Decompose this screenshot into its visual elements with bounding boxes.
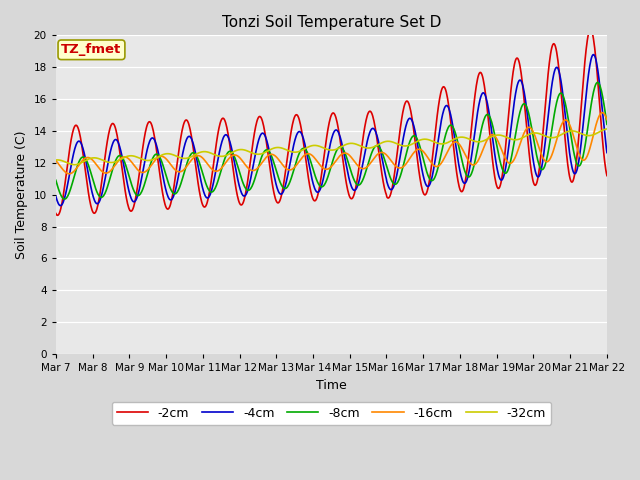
-16cm <box>52 158 60 164</box>
-16cm <box>196 153 204 159</box>
-2cm <box>468 125 476 131</box>
-32cm <box>603 126 611 132</box>
-4cm <box>528 150 536 156</box>
-8cm <box>61 196 68 202</box>
-2cm <box>288 125 296 131</box>
-2cm <box>54 213 61 218</box>
Title: Tonzi Soil Temperature Set D: Tonzi Soil Temperature Set D <box>221 15 441 30</box>
-4cm <box>603 150 611 156</box>
Line: -8cm: -8cm <box>56 83 607 199</box>
-4cm <box>196 173 204 179</box>
-2cm <box>52 211 60 216</box>
Line: -2cm: -2cm <box>56 29 607 216</box>
-4cm <box>589 52 597 58</box>
-2cm <box>528 174 536 180</box>
-32cm <box>445 139 452 145</box>
Text: TZ_fmet: TZ_fmet <box>61 43 122 56</box>
-32cm <box>113 158 120 164</box>
-8cm <box>445 124 452 130</box>
-4cm <box>113 137 120 143</box>
-4cm <box>57 203 65 208</box>
-2cm <box>113 130 120 135</box>
-32cm <box>196 150 204 156</box>
-32cm <box>528 131 536 136</box>
Line: -32cm: -32cm <box>56 129 607 165</box>
-16cm <box>598 110 606 116</box>
-16cm <box>468 161 476 167</box>
-8cm <box>288 173 296 179</box>
-2cm <box>603 173 611 179</box>
-16cm <box>445 146 452 152</box>
-8cm <box>113 156 120 162</box>
-8cm <box>52 178 60 183</box>
-16cm <box>528 127 536 133</box>
-2cm <box>196 191 204 197</box>
-2cm <box>445 103 452 109</box>
-8cm <box>196 161 204 167</box>
Y-axis label: Soil Temperature (C): Soil Temperature (C) <box>15 131 28 259</box>
-32cm <box>468 137 476 143</box>
Legend: -2cm, -4cm, -8cm, -16cm, -32cm: -2cm, -4cm, -8cm, -16cm, -32cm <box>111 402 551 425</box>
-8cm <box>594 80 602 85</box>
-32cm <box>52 157 60 163</box>
-16cm <box>65 171 73 177</box>
X-axis label: Time: Time <box>316 379 347 392</box>
-2cm <box>586 26 594 32</box>
-4cm <box>288 151 296 157</box>
-8cm <box>468 171 476 177</box>
Line: -4cm: -4cm <box>56 55 607 205</box>
-4cm <box>52 193 60 199</box>
-16cm <box>113 160 120 166</box>
Line: -16cm: -16cm <box>56 113 607 174</box>
-16cm <box>603 117 611 122</box>
-4cm <box>445 106 452 111</box>
-8cm <box>528 128 536 133</box>
-32cm <box>70 162 78 168</box>
-8cm <box>603 121 611 127</box>
-4cm <box>468 154 476 160</box>
-16cm <box>288 167 296 172</box>
-32cm <box>288 149 296 155</box>
